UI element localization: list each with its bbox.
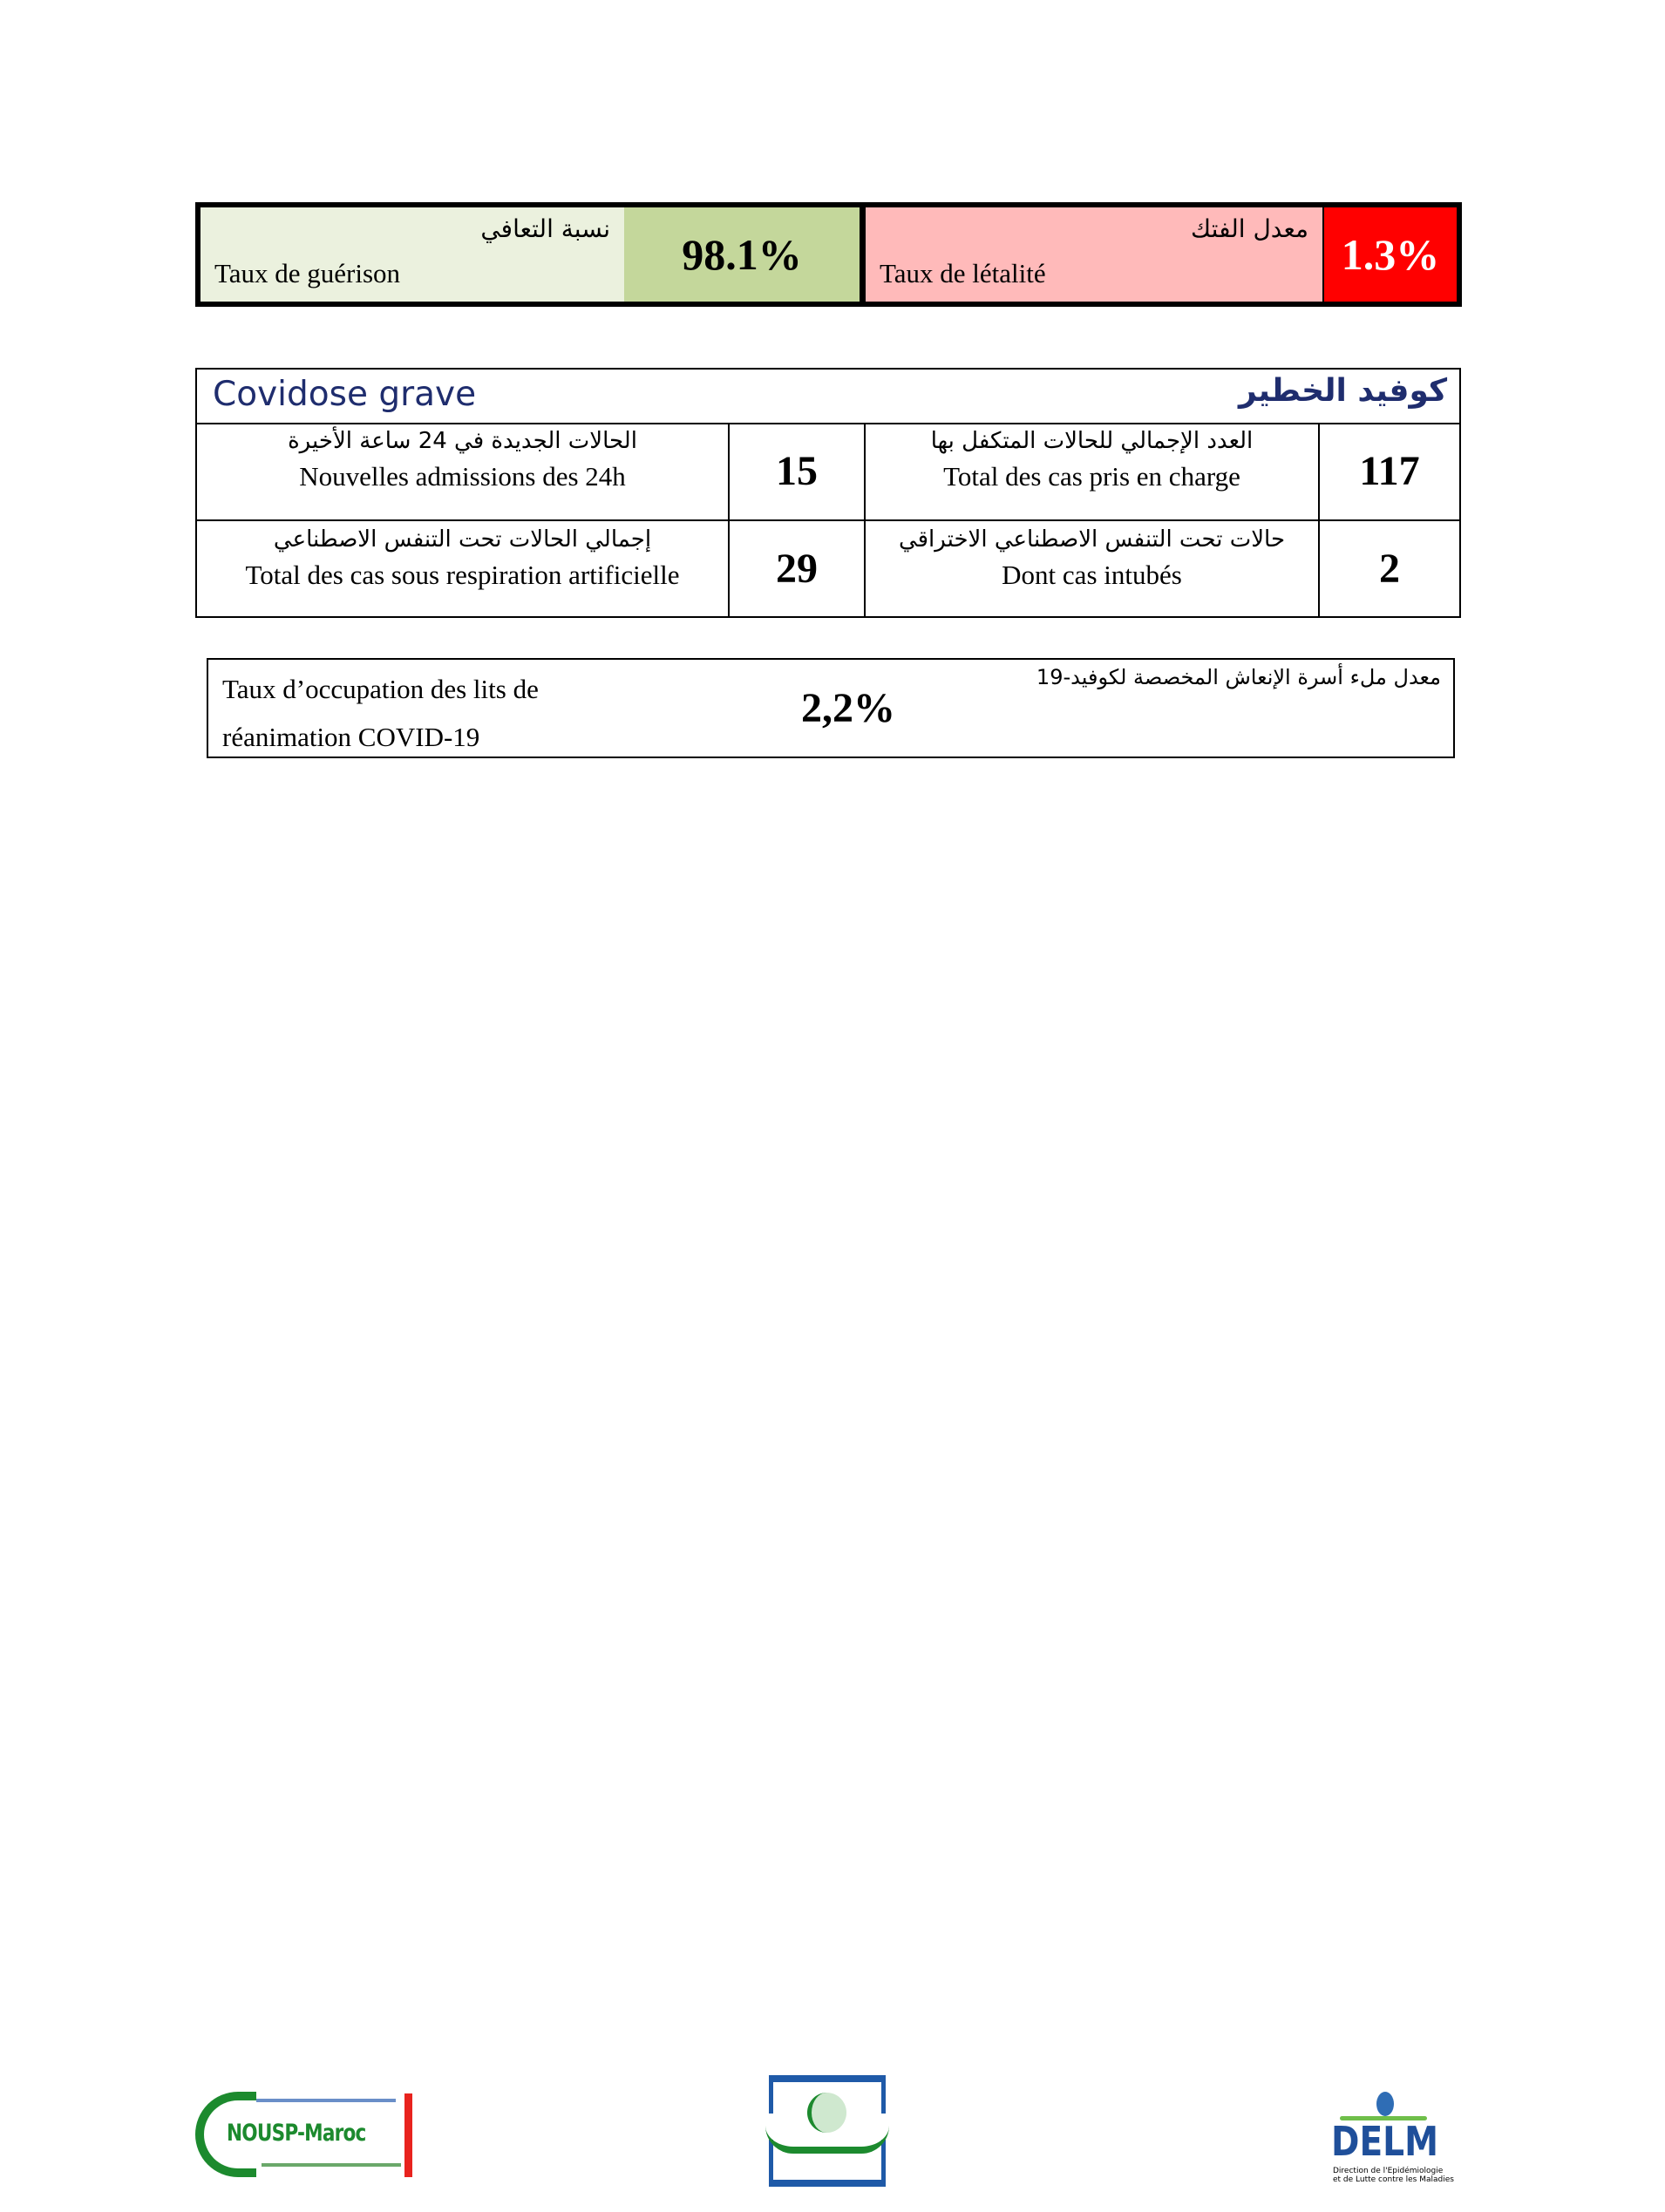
new-admissions-label: الحالات الجديدة في 24 ساعة الأخيرة Nouve…: [197, 423, 730, 521]
lethality-label-ar: معدل الفتك: [1191, 214, 1308, 243]
recovery-label-fr: Taux de guérison: [214, 258, 401, 288]
delm-logo: DELM Direction de l'Epidémiologie et de …: [1322, 2092, 1458, 2186]
recovery-label-ar: نسبة التعافي: [480, 214, 610, 243]
cnousp-logo: NOUSP-Maroc: [195, 2092, 415, 2179]
intubated-value: 2: [1379, 546, 1400, 592]
logo-line: [256, 2099, 396, 2102]
frame-side: [881, 2082, 886, 2114]
label-line2: réanimation COVID-19: [222, 722, 480, 752]
table-header: Covidose grave كوفيد الخطير: [197, 370, 1459, 424]
frame-side: [769, 2082, 773, 2114]
logo-text: DELM: [1331, 2118, 1438, 2165]
total-cases-value: 117: [1320, 423, 1459, 521]
label-ar: حالات تحت التنفس الاصطناعي الاختراقي: [898, 526, 1286, 553]
subtitle-line1: Direction de l'Epidémiologie: [1333, 2167, 1444, 2175]
title-fr: Covidose grave: [213, 375, 477, 414]
recovery-label-cell: نسبة التعافي Taux de guérison: [200, 207, 624, 302]
logo-line: [262, 2163, 401, 2167]
label-ar: إجمالي الحالات تحت التنفس الاصطناعي: [273, 526, 652, 553]
divider: [860, 207, 866, 302]
label-fr: Total des cas sous respiration artificie…: [245, 560, 680, 590]
label-ar: العدد الإجمالي للحالات المتكفل بها: [930, 428, 1254, 454]
ventilation-label: إجمالي الحالات تحت التنفس الاصطناعي Tota…: [197, 521, 730, 616]
lethality-label-cell: معدل الفتك Taux de létalité: [866, 207, 1322, 302]
ventilation-value: 29: [730, 521, 866, 616]
recovery-value-cell: 98.1%: [624, 207, 860, 302]
title-ar: كوفيد الخطير: [1238, 373, 1447, 409]
label-ar: الحالات الجديدة في 24 ساعة الأخيرة: [288, 428, 637, 454]
occupancy-label-fr: Taux d’occupation des lits de réanimatio…: [222, 665, 539, 761]
occupancy-value: 2,2%: [801, 685, 895, 731]
total-cases-label: العدد الإجمالي للحالات المتكفل بها Total…: [866, 423, 1320, 521]
severe-covid-table: Covidose grave كوفيد الخطير الحالات الجد…: [195, 368, 1461, 618]
logo-subtitle: Direction de l'Epidémiologie et de Lutte…: [1333, 2167, 1454, 2184]
new-admissions-value: 15: [730, 423, 866, 521]
label-fr: Nouvelles admissions des 24h: [299, 461, 626, 492]
label-fr: Total des cas pris en charge: [943, 461, 1240, 492]
frame-side: [769, 2140, 773, 2180]
lethality-value-cell: 1.3%: [1322, 207, 1457, 302]
rates-box: نسبة التعافي Taux de guérison 98.1% معدل…: [195, 202, 1462, 307]
label-line1: Taux d’occupation des lits de: [222, 674, 539, 704]
logo-text: NOUSP-Maroc: [227, 2120, 366, 2147]
logo-arc: [195, 2092, 256, 2177]
icu-occupancy-box: Taux d’occupation des lits de réanimatio…: [207, 658, 1455, 758]
intubated-label: حالات تحت التنفس الاصطناعي الاختراقي Don…: [866, 521, 1320, 616]
label-fr: Dont cas intubés: [1002, 560, 1182, 590]
frame-side: [881, 2140, 886, 2180]
recovery-value: 98.1%: [682, 230, 802, 279]
logo-dot: [1376, 2092, 1394, 2116]
occupancy-label-ar: معدل ملء أسرة الإنعاش المخصصة لكوفيد-19: [1036, 665, 1441, 689]
ministry-logo: [765, 2075, 889, 2187]
logo-red-bar: [404, 2093, 412, 2177]
subtitle-line2: et de Lutte contre les Maladies: [1333, 2175, 1454, 2184]
lethality-value: 1.3%: [1341, 230, 1440, 279]
logo-wave: [1340, 2116, 1427, 2120]
logo-wave: [765, 2126, 889, 2154]
lethality-label-fr: Taux de létalité: [880, 258, 1046, 288]
